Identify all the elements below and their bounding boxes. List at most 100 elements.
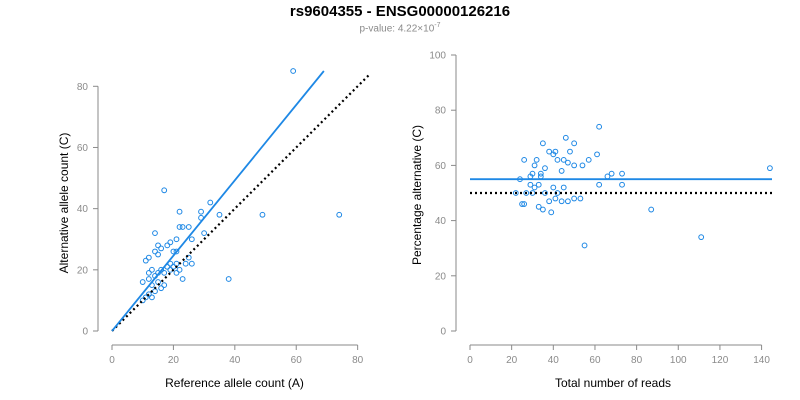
fit-line (111, 70, 325, 332)
data-point (527, 181, 534, 188)
data-point (596, 123, 603, 130)
data-point (546, 198, 553, 205)
y-tick-label: 20 (435, 271, 447, 282)
data-point (176, 208, 183, 215)
x-axis-title: Reference allele count (A) (165, 376, 304, 390)
data-point (290, 68, 297, 74)
data-point (562, 134, 569, 141)
data-point (164, 242, 171, 249)
data-point (558, 198, 565, 205)
data-point (542, 190, 548, 196)
data-point (767, 165, 773, 172)
data-point (161, 187, 168, 194)
x-tick-label: 60 (589, 355, 601, 366)
data-point (581, 242, 588, 249)
data-point (161, 282, 168, 289)
data-point (539, 140, 546, 147)
data-point (173, 269, 180, 276)
data-point (564, 159, 571, 166)
data-point (152, 288, 158, 295)
data-point (577, 195, 584, 202)
data-point (188, 236, 195, 243)
y-tick-label: 0 (440, 327, 446, 338)
data-point (542, 165, 548, 172)
data-point (139, 279, 146, 285)
data-point (145, 291, 152, 298)
y-tick-label: 40 (435, 216, 447, 227)
data-point (519, 201, 525, 207)
x-tick-label: 100 (670, 355, 687, 366)
chart-title: rs9604355 - ENSG00000126216 (289, 3, 511, 20)
data-point (564, 198, 571, 205)
data-point (149, 294, 155, 301)
data-point (648, 206, 655, 213)
x-tick-label: 40 (229, 355, 241, 366)
data-point (558, 168, 565, 174)
data-point (179, 224, 186, 230)
x-tick-label: 140 (753, 355, 770, 366)
x-tick-label: 0 (467, 355, 473, 366)
data-point (139, 297, 146, 304)
data-point (188, 260, 195, 267)
data-point (535, 203, 542, 210)
data-point (571, 162, 578, 169)
data-point (531, 184, 538, 191)
data-point (560, 184, 567, 191)
data-point (585, 156, 592, 163)
x-tick-label: 40 (548, 355, 560, 366)
data-point (554, 156, 561, 163)
data-point (176, 224, 183, 230)
x-tick-label: 80 (352, 355, 364, 366)
data-point (145, 276, 152, 282)
data-point (608, 170, 615, 177)
data-point (521, 201, 528, 207)
data-point (185, 254, 192, 261)
data-point (259, 211, 266, 218)
data-point (216, 211, 223, 218)
data-point (531, 162, 538, 169)
data-point (198, 208, 204, 215)
data-point (521, 156, 528, 163)
y-tick-label: 20 (77, 265, 89, 276)
chart-subtitle: p-value: 4.22×10-7 (0, 22, 800, 34)
x-axis-title: Total number of reads (555, 376, 671, 390)
data-point (142, 294, 149, 301)
data-point (142, 257, 149, 264)
x-tick-label: 20 (506, 355, 518, 366)
data-point (179, 276, 186, 282)
data-point (149, 266, 155, 273)
y-tick-label: 100 (429, 51, 446, 62)
data-point (594, 151, 600, 158)
p-value-text: p-value: 4.22×10 (359, 23, 435, 35)
data-point (155, 251, 161, 258)
data-point (523, 190, 530, 196)
data-point (571, 195, 578, 202)
data-point (173, 236, 180, 243)
data-point (152, 248, 158, 255)
data-point (552, 195, 559, 202)
y-tick-label: 40 (77, 204, 89, 215)
data-point (619, 181, 625, 188)
data-point (579, 162, 586, 169)
data-point (698, 234, 705, 241)
data-point (182, 260, 189, 267)
data-point (145, 269, 152, 276)
data-point (548, 209, 555, 216)
reference-line (111, 73, 371, 332)
data-point (336, 211, 343, 218)
data-point (161, 269, 168, 276)
data-point (158, 245, 165, 252)
allele-count-scatter-panel: 0 20 40 60 80 0 20 40 60 80 Reference allele count… (57, 68, 371, 390)
data-point (552, 148, 559, 155)
y-tick-label: 60 (435, 161, 447, 172)
data-point (512, 190, 519, 196)
p-value-exponent: -7 (434, 22, 441, 29)
data-point (207, 199, 214, 206)
data-point (176, 266, 183, 273)
data-point (596, 181, 603, 188)
data-point (185, 224, 192, 230)
y-tick-label: 60 (77, 143, 89, 154)
data-point (155, 242, 161, 249)
x-tick-label: 80 (631, 355, 643, 366)
y-tick-label: 80 (435, 106, 447, 117)
